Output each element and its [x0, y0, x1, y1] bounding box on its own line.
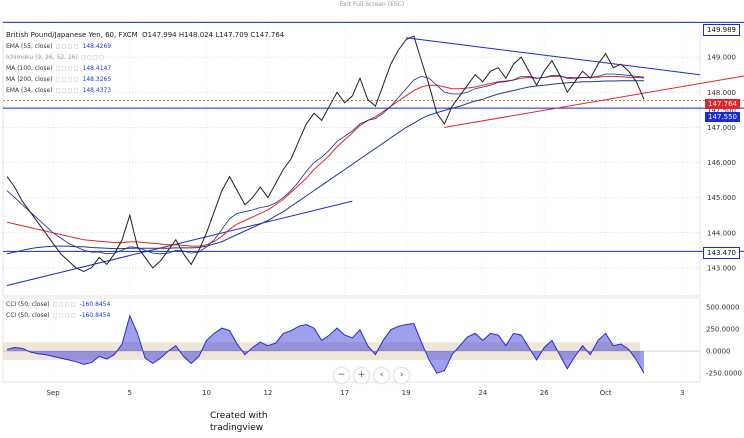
- time-tick-label: 12: [263, 389, 272, 397]
- legend-cci-1[interactable]: CCI (50, close) ◻◻◻◻ -160.8454: [6, 300, 111, 308]
- legend-buttons[interactable]: ◻◻◻◻: [55, 75, 80, 83]
- time-tick-label: 5: [128, 389, 132, 397]
- legend-ema55[interactable]: EMA (55, close) ◻◻◻◻ 148.4269: [6, 42, 112, 50]
- price-tick-label: 143.000: [707, 264, 736, 272]
- ema55-line: [6, 73, 645, 255]
- price-tick-label: 147.000: [707, 124, 736, 132]
- trendline-long-support: [6, 200, 353, 286]
- price-tag-top: 149.989: [703, 24, 740, 36]
- time-tick-label: Oct: [600, 389, 612, 397]
- time-tick-label: 24: [478, 389, 487, 397]
- exit-fullscreen-hint[interactable]: Exit Full Screen (ESC): [339, 1, 405, 8]
- legend-buttons[interactable]: ◻◻◻◻: [55, 64, 80, 72]
- cci-tick-label: 0.0000: [706, 348, 731, 356]
- cci-tick-label: 250.0000: [706, 325, 739, 333]
- ohlc-low: L147.709: [215, 31, 249, 39]
- price-tick-label: 147.500: [707, 106, 736, 114]
- legend-ma100[interactable]: MA (100, close) ◻◻◻◻ 148.4147: [6, 64, 112, 72]
- price-series-line: [6, 35, 645, 272]
- price-tick-label: 148.000: [707, 89, 736, 97]
- price-tick-label: 146.000: [707, 159, 736, 167]
- scroll-left-button[interactable]: ‹: [374, 368, 389, 383]
- time-tick-label: 17: [340, 389, 349, 397]
- ohlc-open: O147.994: [142, 31, 177, 39]
- price-tick-label: 144.000: [707, 229, 736, 237]
- legend-buttons[interactable]: ◻◻◻◻: [55, 42, 80, 50]
- chart-title: British Pound/Japanese Yen, 60, FXCM O14…: [6, 31, 284, 39]
- legend-ema34[interactable]: EMA (34, close) ◻◻◻◻ 148.4373: [6, 86, 112, 94]
- time-tick-label: 10: [202, 389, 211, 397]
- price-tag-current: 147.764: [705, 99, 740, 109]
- price-tag-support-2: 143.470: [703, 247, 740, 259]
- time-tick-label: Sep: [46, 389, 60, 397]
- legend-ichimoku[interactable]: Ichimoku (9, 26, 52, 26) ◻◻◻◻: [6, 53, 105, 61]
- credit-note: Created with tradingview: [210, 411, 268, 433]
- cci-pane-frame: [2, 297, 701, 383]
- cci-line: [6, 314, 645, 374]
- legend-cci-2[interactable]: CCI (50, close) ◻◻◻◻ -160.8454: [6, 311, 111, 319]
- ma200-line: [6, 80, 644, 255]
- trendline-lower: [444, 75, 744, 128]
- cci-tick-label: -250.0000: [706, 370, 742, 378]
- time-tick-label: 19: [402, 389, 411, 397]
- trendline-upper: [406, 37, 701, 76]
- legend-buttons[interactable]: ◻◻◻◻: [80, 53, 105, 61]
- time-tick-label: 26: [540, 389, 549, 397]
- indicator-legend: EMA (55, close) ◻◻◻◻ 148.4269 Ichimoku (9,…: [6, 41, 111, 96]
- legend-buttons[interactable]: ◻◻◻◻: [55, 86, 80, 94]
- legend-buttons[interactable]: ◻◻◻◻: [52, 300, 77, 308]
- symbol-label: British Pound/Japanese Yen, 60, FXCM: [6, 31, 138, 39]
- price-tick-label: 145.000: [707, 194, 736, 202]
- cci-legend: CCI (50, close) ◻◻◻◻ -160.8454 CCI (50, cl…: [6, 299, 110, 321]
- ohlc-high: H148.024: [178, 31, 214, 39]
- zoom-in-button[interactable]: +: [354, 368, 369, 383]
- price-tick-label: 149.000: [707, 54, 736, 62]
- scroll-right-button[interactable]: ›: [394, 368, 409, 383]
- zoom-controls: − + ‹ ›: [334, 368, 409, 383]
- ohlc-close: C147.764: [250, 31, 285, 39]
- time-tick-label: 3: [680, 389, 684, 397]
- cci-area: [7, 315, 644, 374]
- legend-buttons[interactable]: ◻◻◻◻: [52, 311, 77, 319]
- legend-ma200[interactable]: MA (200, close) ◻◻◻◻ 148.3265: [6, 75, 112, 83]
- zoom-out-button[interactable]: −: [334, 368, 349, 383]
- price-tag-support-1: 147.550: [705, 112, 740, 122]
- cci-tick-label: 500.0000: [706, 303, 739, 311]
- ma100-line: [6, 75, 645, 247]
